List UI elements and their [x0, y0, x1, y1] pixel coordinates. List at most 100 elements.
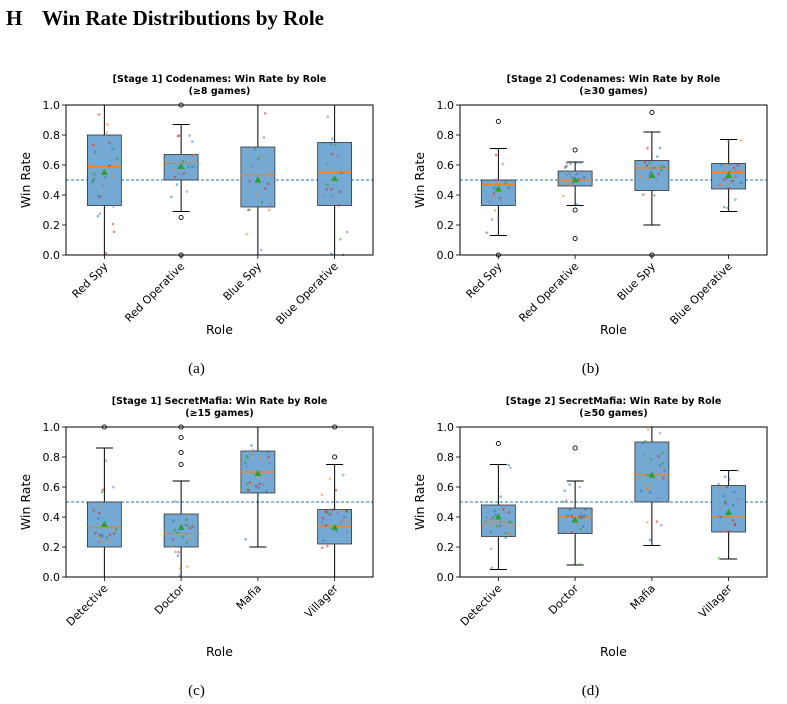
jitter-point [655, 155, 659, 158]
jitter-point [661, 465, 665, 469]
jitter-point [328, 477, 332, 480]
jitter-point [345, 530, 349, 534]
x-tick-label: Blue Spy [615, 260, 659, 304]
jitter-point [732, 503, 735, 507]
jitter-point [92, 509, 95, 512]
figure-caption-a: (a) [188, 361, 205, 377]
x-tick-label: Detective [64, 582, 111, 629]
jitter-point [250, 453, 254, 456]
figure-panel-b: [Stage 2] Codenames: Win Rate by Role (≥3… [394, 70, 787, 380]
jitter-point [727, 140, 730, 143]
jitter-point [108, 533, 112, 537]
jitter-point [336, 511, 340, 515]
jitter-point [562, 182, 565, 186]
jitter-point [320, 546, 324, 550]
jitter-point [108, 141, 111, 144]
section-number: H [6, 6, 23, 30]
jitter-point [261, 483, 265, 486]
jitter-point [722, 529, 726, 533]
jitter-point [645, 488, 649, 491]
jitter-point [578, 161, 582, 165]
jitter-point [188, 526, 192, 530]
jitter-point [93, 144, 97, 148]
jitter-point [320, 493, 324, 497]
mean-marker [177, 163, 185, 169]
y-tick-label: 1.0 [437, 421, 455, 434]
jitter-point [569, 162, 572, 166]
x-tick-label: Red Operative [516, 260, 581, 325]
jitter-point [255, 194, 259, 197]
jitter-point [658, 146, 662, 150]
jitter-point [647, 488, 651, 492]
outlier-point [178, 434, 184, 441]
jitter-point [570, 514, 573, 518]
jitter-point [257, 486, 260, 489]
jitter-point [723, 475, 727, 478]
y-tick-label: 0.0 [437, 571, 455, 584]
jitter-point [191, 140, 194, 143]
jitter-point [244, 538, 247, 541]
jitter-point [257, 157, 260, 160]
outlier-point [572, 445, 578, 451]
jitter-point [324, 508, 328, 512]
jitter-point [493, 209, 497, 212]
mean-marker [254, 176, 262, 183]
jitter-point [578, 563, 581, 566]
jitter-point [341, 509, 345, 512]
jitter-point [324, 182, 327, 186]
x-tick-label: Red Operative [122, 260, 187, 325]
section-title: Win Rate Distributions by Role [42, 6, 324, 30]
jitter-point [185, 541, 188, 544]
jitter-point [738, 169, 741, 173]
jitter-point [246, 208, 250, 212]
jitter-point [658, 431, 662, 435]
x-tick-label: Mafia [628, 582, 658, 612]
outlier-point [649, 109, 655, 116]
jitter-point [718, 507, 722, 511]
jitter-point [324, 524, 328, 527]
mean-marker [648, 471, 656, 478]
jitter-point [171, 545, 174, 548]
y-tick-label: 0.6 [437, 481, 455, 494]
mean-marker [100, 169, 108, 175]
jitter-point [726, 502, 729, 506]
jitter-point [644, 439, 647, 443]
jitter-point [656, 497, 660, 500]
jitter-point [508, 531, 511, 535]
jitter-point [262, 136, 266, 139]
jitter-point [579, 527, 583, 531]
jitter-point [489, 547, 493, 551]
jitter-point [727, 181, 731, 185]
jitter-point [492, 186, 496, 190]
jitter-point [251, 165, 255, 168]
x-axis-label: Role [206, 644, 233, 659]
jitter-point [259, 248, 263, 252]
outlier-point [332, 454, 338, 460]
jitter-point [253, 147, 257, 151]
y-axis-label: Win Rate [18, 152, 33, 208]
jitter-point [171, 537, 175, 541]
jitter-point [575, 172, 578, 176]
jitter-point [739, 181, 743, 185]
jitter-point [658, 463, 662, 467]
jitter-point [717, 482, 720, 486]
y-tick-label: 0.2 [43, 541, 61, 554]
jitter-point [663, 469, 666, 472]
jitter-point [342, 473, 345, 477]
jitter-point [641, 193, 645, 196]
jitter-point [173, 175, 177, 179]
figure-caption-d: (d) [581, 683, 600, 699]
figure-caption-b: (b) [581, 361, 600, 377]
chart-subtitle: (≥50 games) [579, 408, 647, 419]
jitter-point [334, 488, 338, 492]
jitter-point [568, 483, 571, 486]
jitter-point [719, 515, 723, 519]
jitter-point [732, 166, 736, 170]
mean-marker [494, 185, 502, 192]
jitter-point [344, 519, 348, 522]
jitter-point [727, 187, 730, 190]
jitter-point [330, 152, 334, 156]
jitter-point [491, 194, 494, 198]
jitter-point [259, 456, 262, 460]
jitter-point [250, 444, 253, 447]
